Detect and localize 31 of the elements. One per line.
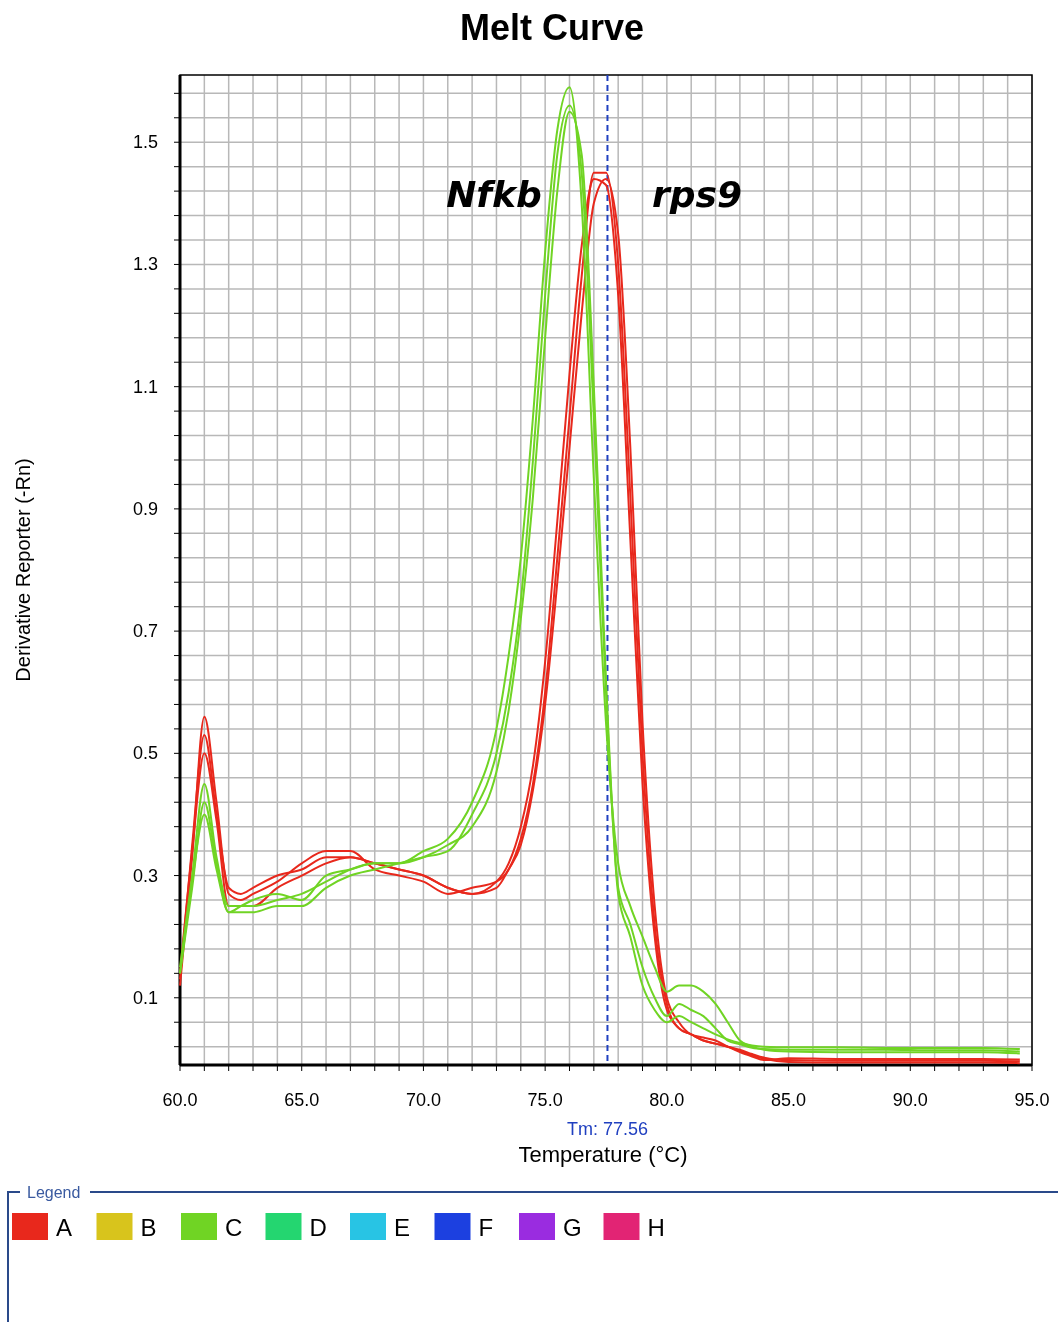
x-tick-label: 65.0 xyxy=(284,1090,320,1110)
y-tick-label: 0.1 xyxy=(132,987,158,1008)
legend-label: H xyxy=(647,1214,665,1241)
legend-label: A xyxy=(56,1214,73,1241)
legend-label: B xyxy=(140,1214,157,1241)
y-tick-label: 1.1 xyxy=(132,376,158,397)
legend-label: F xyxy=(478,1214,494,1241)
y-tick-label: 0.3 xyxy=(132,865,158,886)
x-tick-label: 80.0 xyxy=(649,1090,685,1110)
x-tick-label: 75.0 xyxy=(527,1090,563,1110)
legend-label: D xyxy=(309,1214,327,1241)
y-tick-label: 1.5 xyxy=(132,132,158,153)
x-tick-label: 90.0 xyxy=(892,1090,928,1110)
x-tick-label: 85.0 xyxy=(771,1090,807,1110)
annotation: Nfkb xyxy=(446,174,542,215)
y-tick-label: 0.7 xyxy=(132,621,158,642)
y-tick-label: 0.5 xyxy=(132,743,158,764)
x-axis-title: Temperature (°C) xyxy=(518,1142,688,1167)
y-tick-label: 0.9 xyxy=(132,498,158,519)
x-tick-label: 95.0 xyxy=(1014,1090,1050,1110)
y-tick-label: 1.3 xyxy=(132,254,158,275)
legend-label: G xyxy=(563,1214,582,1241)
legend-label: E xyxy=(394,1214,411,1241)
legend-title: Legend xyxy=(27,1184,81,1201)
ref-line-label: Tm: 77.56 xyxy=(566,1119,648,1139)
x-tick-label: 60.0 xyxy=(162,1090,198,1110)
chart-title: Melt Curve xyxy=(459,7,645,48)
annotation: rps9 xyxy=(652,174,742,215)
y-axis-title: Derivative Reporter (-Rn) xyxy=(12,458,34,682)
x-tick-label: 70.0 xyxy=(405,1090,441,1110)
legend-label: C xyxy=(225,1214,243,1241)
